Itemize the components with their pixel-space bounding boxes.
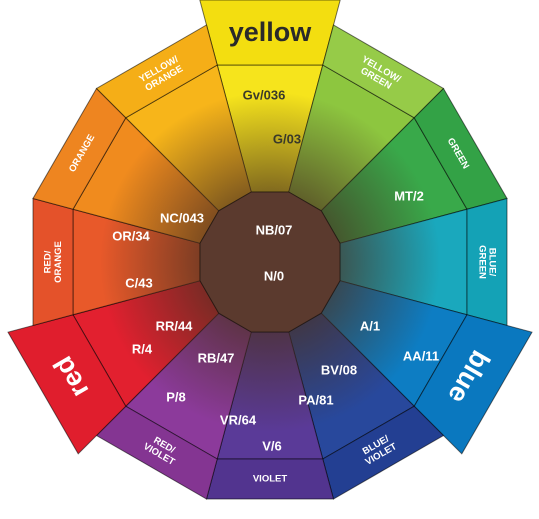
color-code: V/6: [262, 438, 282, 453]
segment-label-line: yellow: [229, 17, 313, 47]
color-code: R/4: [132, 341, 153, 356]
color-code: PA/81: [298, 392, 333, 407]
color-code: A/1: [360, 318, 380, 333]
segment-label: BLUE/GREEN: [476, 245, 497, 279]
color-code: OR/34: [112, 228, 150, 243]
segment-label-line: RED/: [42, 250, 53, 273]
segment-label-band: [7, 314, 127, 455]
segment-label-band: [199, 0, 341, 66]
segment-label: VIOLET: [253, 474, 288, 485]
color-code: VR/64: [220, 412, 257, 427]
color-code: C/43: [125, 275, 152, 290]
color-code: P/8: [166, 389, 186, 404]
segment-label-band: [95, 24, 218, 119]
color-code: NB/07: [256, 222, 293, 237]
color-code: RB/47: [198, 350, 235, 365]
color-code: NC/043: [160, 210, 204, 225]
segment-label-line: GREEN: [476, 245, 487, 279]
color-code: Gv/036: [243, 87, 286, 102]
color-code: G/03: [273, 131, 301, 146]
segment-label: yellow: [229, 17, 313, 47]
segment-label-line: BLUE/: [487, 248, 498, 277]
segment-label: RED/ORANGE: [42, 241, 63, 283]
color-code: RR/44: [156, 318, 194, 333]
segment-label-line: VIOLET: [253, 474, 288, 485]
color-code: MT/2: [394, 188, 424, 203]
color-code: N/0: [264, 268, 284, 283]
center-hub: [199, 191, 341, 333]
color-code: BV/08: [321, 362, 357, 377]
color-code: AA/11: [403, 348, 439, 363]
segment-label-line: ORANGE: [53, 241, 64, 283]
segment-label-band: [413, 314, 533, 455]
